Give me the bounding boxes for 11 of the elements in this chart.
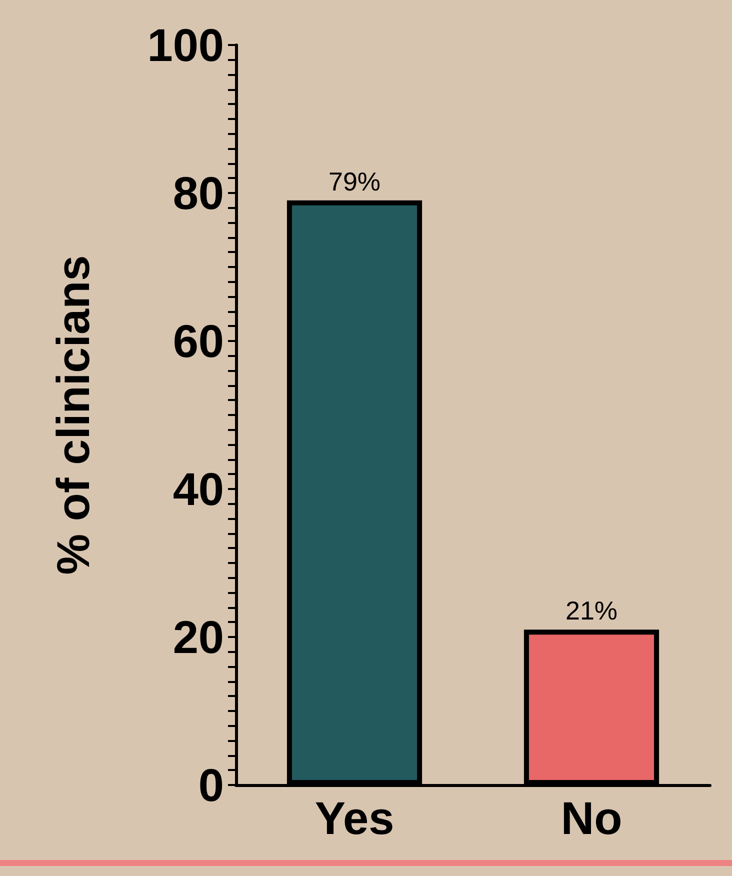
y-tick-label: 100 (147, 19, 224, 71)
x-tick-label: No (560, 792, 622, 844)
data-label: 21% (565, 596, 618, 626)
data-label: 79% (328, 166, 381, 196)
x-tick-label: Yes (314, 792, 394, 844)
y-tick-label: 40 (172, 463, 224, 515)
y-tick-label: 60 (172, 315, 224, 367)
y-tick-label: 80 (172, 167, 224, 219)
y-axis-title: % of clinicians (47, 255, 99, 575)
y-tick-label: 0 (198, 759, 224, 811)
y-tick-label: 20 (172, 611, 224, 663)
